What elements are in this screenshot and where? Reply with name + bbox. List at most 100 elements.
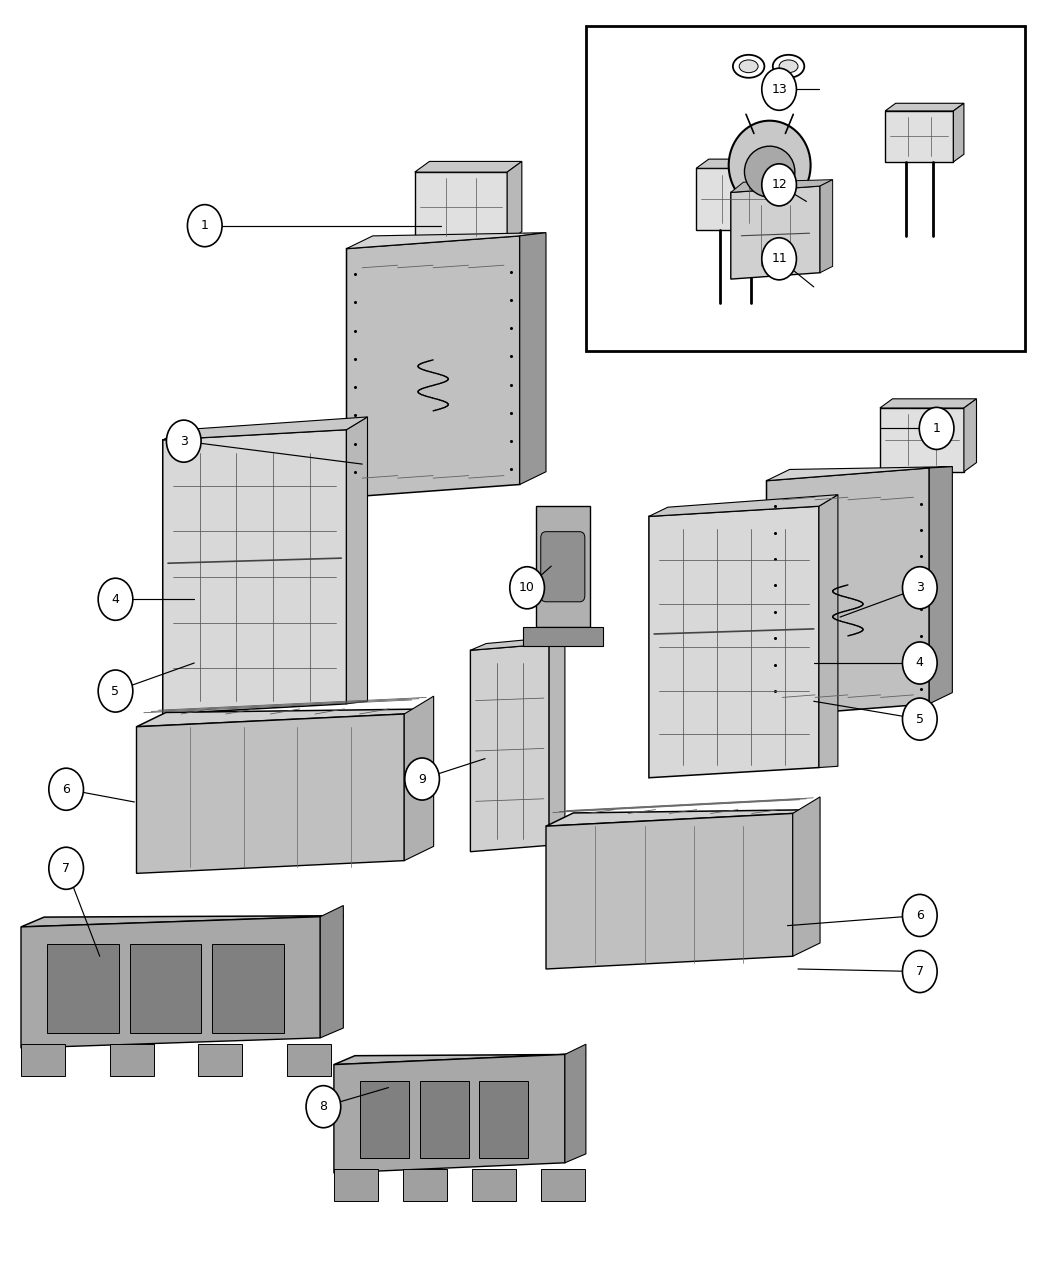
Polygon shape bbox=[565, 1044, 586, 1163]
Polygon shape bbox=[334, 1054, 586, 1065]
Circle shape bbox=[48, 768, 84, 811]
Polygon shape bbox=[523, 627, 603, 646]
Bar bbox=[471, 1169, 516, 1201]
Text: 11: 11 bbox=[771, 252, 788, 265]
Text: 1: 1 bbox=[201, 219, 209, 232]
Polygon shape bbox=[320, 905, 343, 1038]
Bar bbox=[287, 1044, 331, 1076]
Polygon shape bbox=[136, 714, 404, 873]
Polygon shape bbox=[470, 644, 549, 852]
Bar bbox=[334, 1169, 378, 1201]
Polygon shape bbox=[415, 172, 507, 242]
Text: 8: 8 bbox=[319, 1100, 328, 1113]
Text: 4: 4 bbox=[111, 593, 120, 606]
Circle shape bbox=[99, 579, 132, 621]
Bar bbox=[360, 1081, 410, 1158]
Polygon shape bbox=[21, 915, 343, 927]
Polygon shape bbox=[507, 162, 522, 242]
Circle shape bbox=[48, 847, 84, 890]
Circle shape bbox=[405, 757, 439, 801]
Circle shape bbox=[902, 699, 937, 740]
Polygon shape bbox=[136, 709, 434, 727]
Polygon shape bbox=[346, 233, 546, 249]
Bar bbox=[420, 1081, 468, 1158]
Ellipse shape bbox=[773, 55, 804, 78]
Polygon shape bbox=[546, 810, 820, 826]
FancyBboxPatch shape bbox=[541, 532, 585, 602]
Text: 13: 13 bbox=[771, 83, 788, 96]
Polygon shape bbox=[766, 467, 952, 481]
Ellipse shape bbox=[779, 60, 798, 73]
Text: 7: 7 bbox=[62, 862, 70, 875]
Polygon shape bbox=[929, 467, 952, 704]
Polygon shape bbox=[953, 103, 964, 162]
Bar bbox=[198, 1044, 243, 1076]
Text: 5: 5 bbox=[916, 713, 924, 725]
Polygon shape bbox=[163, 430, 346, 714]
Circle shape bbox=[902, 566, 937, 609]
Text: 6: 6 bbox=[62, 783, 70, 796]
Bar bbox=[129, 944, 202, 1033]
Polygon shape bbox=[820, 180, 833, 273]
Polygon shape bbox=[819, 495, 838, 768]
Ellipse shape bbox=[744, 147, 795, 198]
Circle shape bbox=[188, 205, 223, 246]
Polygon shape bbox=[793, 797, 820, 956]
Circle shape bbox=[761, 164, 797, 205]
Circle shape bbox=[510, 566, 545, 609]
Bar bbox=[212, 944, 284, 1033]
Text: 5: 5 bbox=[111, 685, 120, 697]
Polygon shape bbox=[549, 636, 565, 845]
Polygon shape bbox=[163, 417, 368, 440]
Circle shape bbox=[99, 671, 132, 711]
Polygon shape bbox=[885, 111, 953, 162]
Bar bbox=[586, 26, 1025, 351]
Polygon shape bbox=[885, 103, 964, 111]
Polygon shape bbox=[880, 408, 964, 472]
Circle shape bbox=[166, 421, 201, 463]
Polygon shape bbox=[520, 233, 546, 484]
Circle shape bbox=[307, 1086, 340, 1127]
Bar bbox=[47, 944, 119, 1033]
Polygon shape bbox=[696, 159, 788, 168]
Circle shape bbox=[902, 951, 937, 992]
Polygon shape bbox=[731, 186, 820, 279]
Circle shape bbox=[920, 408, 954, 450]
Text: 3: 3 bbox=[180, 435, 188, 448]
Text: 10: 10 bbox=[519, 581, 536, 594]
Text: 3: 3 bbox=[916, 581, 924, 594]
Text: 6: 6 bbox=[916, 909, 924, 922]
Polygon shape bbox=[731, 180, 833, 193]
Polygon shape bbox=[649, 495, 838, 516]
Polygon shape bbox=[964, 399, 977, 472]
Bar bbox=[403, 1169, 447, 1201]
Polygon shape bbox=[649, 506, 819, 778]
Text: 12: 12 bbox=[771, 179, 788, 191]
Polygon shape bbox=[21, 917, 320, 1048]
Text: 9: 9 bbox=[418, 773, 426, 785]
Circle shape bbox=[902, 643, 937, 683]
Polygon shape bbox=[696, 168, 775, 230]
Polygon shape bbox=[346, 236, 520, 497]
Polygon shape bbox=[346, 417, 367, 704]
Polygon shape bbox=[546, 813, 793, 969]
Polygon shape bbox=[334, 1054, 565, 1173]
Polygon shape bbox=[415, 162, 522, 172]
Ellipse shape bbox=[733, 55, 764, 78]
Circle shape bbox=[761, 69, 797, 111]
Text: 1: 1 bbox=[932, 422, 941, 435]
Bar bbox=[479, 1081, 528, 1158]
Polygon shape bbox=[775, 159, 788, 230]
Polygon shape bbox=[536, 506, 590, 627]
Polygon shape bbox=[766, 468, 929, 717]
Ellipse shape bbox=[729, 121, 811, 210]
Bar bbox=[109, 1044, 153, 1076]
Polygon shape bbox=[880, 399, 976, 408]
Circle shape bbox=[902, 895, 937, 936]
Polygon shape bbox=[404, 696, 434, 861]
Ellipse shape bbox=[739, 60, 758, 73]
Text: 7: 7 bbox=[916, 965, 924, 978]
Bar bbox=[21, 1044, 65, 1076]
Text: 4: 4 bbox=[916, 657, 924, 669]
Polygon shape bbox=[470, 636, 565, 650]
